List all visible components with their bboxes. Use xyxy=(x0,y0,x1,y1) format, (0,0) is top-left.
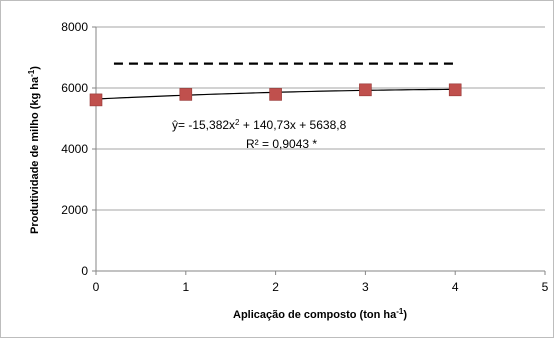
data-points xyxy=(89,83,462,107)
grid-layer xyxy=(96,26,545,211)
data-point-0-3 xyxy=(359,83,372,97)
data-point-0-1 xyxy=(179,88,193,101)
equation-rest: + 140,73x + 5638,8 xyxy=(240,118,347,132)
data-point-0-0 xyxy=(89,93,103,107)
y-tick-label-0: 0 xyxy=(81,264,88,278)
y-axis-title-main: Produtividade de milho (kg ha xyxy=(29,76,41,234)
x-tick-label-3: 3 xyxy=(362,280,369,294)
x-tick-label-1: 1 xyxy=(182,280,189,294)
y-tick-label-1: 2000 xyxy=(61,203,88,217)
equation-exponent: 2 xyxy=(235,118,240,127)
y-tick-label-4: 8000 xyxy=(61,20,88,34)
x-tick-label-0: 0 xyxy=(93,280,100,294)
equation-prefix: ŷ= -15,382x xyxy=(172,118,235,132)
x-axis-title: Aplicação de composto (ton ha-1) xyxy=(233,307,407,321)
x-tick-label-4: 4 xyxy=(452,280,459,294)
x-axis-title-sup: -1 xyxy=(396,307,404,316)
data-point-0-4 xyxy=(448,83,462,97)
tick-layer: 0 1 2 3 4 5 0 2000 4000 6000 8000 xyxy=(61,20,548,294)
x-axis-title-close: ) xyxy=(403,309,407,321)
trendline-equation: ŷ= -15,382x2 + 140,73x + 5638,8 xyxy=(172,118,347,132)
data-point-0-2 xyxy=(269,88,282,101)
y-tick-label-2: 4000 xyxy=(61,142,88,156)
y-axis-title: Produtividade de milho (kg ha-1) xyxy=(27,66,41,234)
r-squared-label: R² = 0,9043 * xyxy=(246,137,317,151)
y-axis-title-sup: -1 xyxy=(27,69,36,77)
y-axis-title-close: ) xyxy=(29,66,41,70)
y-tick-label-3: 6000 xyxy=(61,81,88,95)
x-tick-label-2: 2 xyxy=(272,280,279,294)
x-tick-label-5: 5 xyxy=(542,280,549,294)
x-axis-title-main: Aplicação de composto (ton ha xyxy=(233,309,397,321)
